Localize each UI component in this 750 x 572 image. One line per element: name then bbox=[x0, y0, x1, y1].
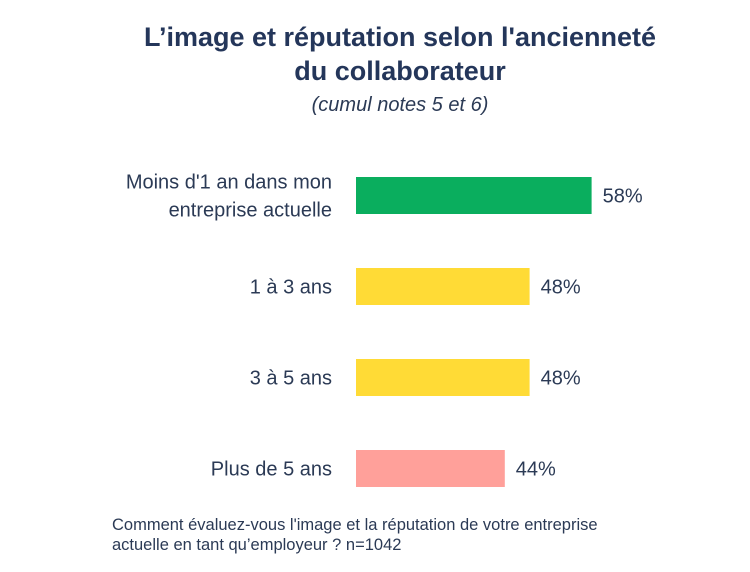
title-line-2: du collaborateur bbox=[294, 56, 506, 86]
bar bbox=[356, 359, 530, 396]
category-label: entreprise actuelle bbox=[169, 200, 332, 222]
footnote: Comment évaluez-vous l'image et la réput… bbox=[112, 515, 732, 555]
category-label: 1 à 3 ans bbox=[250, 277, 332, 299]
value-label: 44% bbox=[516, 459, 556, 481]
chart-subtitle: (cumul notes 5 et 6) bbox=[311, 94, 489, 116]
bar bbox=[356, 450, 505, 487]
footnote-line-2: actuelle en tant qu’employeur ? n=1042 bbox=[112, 536, 402, 554]
category-label: Moins d'1 an dans mon bbox=[126, 172, 332, 194]
value-label: 48% bbox=[541, 368, 581, 390]
title-line-1: L’image et réputation selon l'ancienneté bbox=[143, 22, 657, 52]
value-label: 48% bbox=[541, 277, 581, 299]
bar bbox=[356, 177, 592, 214]
category-label: 3 à 5 ans bbox=[250, 368, 332, 390]
chart-title: L’image et réputation selon l'ancienneté… bbox=[0, 20, 750, 88]
value-label: 58% bbox=[603, 186, 643, 208]
footnote-line-1: Comment évaluez-vous l'image et la réput… bbox=[112, 516, 598, 534]
bar bbox=[356, 268, 530, 305]
category-label: Plus de 5 ans bbox=[211, 459, 332, 481]
